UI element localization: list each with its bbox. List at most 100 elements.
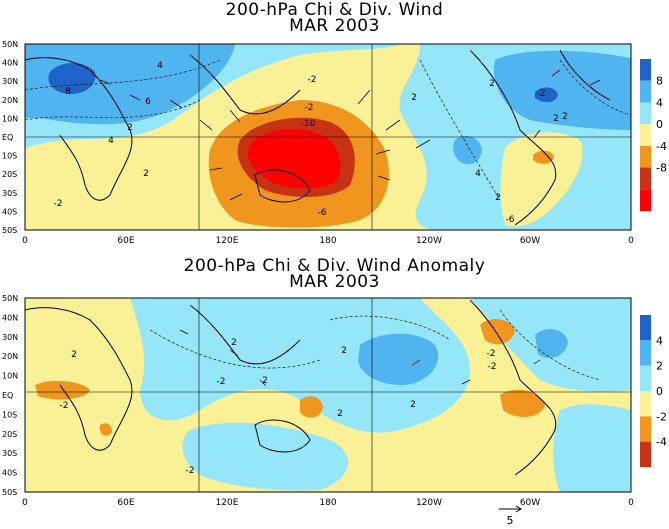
panel2-frame bbox=[24, 297, 632, 493]
panel2-negative-region-brazil bbox=[500, 389, 545, 417]
longitude-label: 0 bbox=[22, 498, 28, 508]
colorbar-label: 0 bbox=[656, 118, 663, 131]
latitude-label: 20N bbox=[2, 352, 18, 361]
longitude-label: 120W bbox=[416, 236, 442, 246]
colorbar-label: -2 bbox=[656, 410, 667, 423]
panel2-positive-max-east bbox=[535, 329, 568, 358]
latitude-label: 10S bbox=[2, 410, 17, 419]
colorbar-label: -4 bbox=[656, 436, 667, 449]
contour-label: -6 bbox=[318, 208, 327, 218]
contour-label: 4 bbox=[475, 169, 481, 179]
chart-title-1: 200-hPa Chi & Div. Wind bbox=[225, 0, 444, 20]
contour-label: -2 bbox=[60, 401, 69, 411]
latitude-label: 40N bbox=[2, 59, 18, 68]
panel1-gridlines bbox=[26, 44, 631, 230]
panel2-latitude-labels: 50N 40N 30N 20N 10N EQ 10S 20S 30S 40S 50S bbox=[2, 294, 18, 497]
latitude-label: 20N bbox=[2, 96, 18, 105]
panel2-negative-spot-sa2 bbox=[100, 423, 112, 436]
chart-title-2: 200-hPa Chi & Div. Wind Anomaly bbox=[183, 256, 486, 276]
contour-label: 2 bbox=[495, 193, 501, 203]
contour-label: 8 bbox=[65, 87, 71, 97]
colorbar-swatch bbox=[640, 441, 651, 467]
colorbar-swatch bbox=[640, 124, 651, 146]
latitude-label: 40S bbox=[2, 207, 17, 216]
panel1-latitude-labels: 50N 40N 30N 20N 10N EQ 10S 20S 30S 40S 50S bbox=[2, 40, 18, 235]
colorbar-swatch bbox=[640, 365, 651, 391]
panel2-positive-region-sa bbox=[553, 404, 631, 492]
contour-label: 2 bbox=[553, 114, 559, 124]
colorbar-swatch bbox=[640, 315, 651, 341]
latitude-label: 30S bbox=[2, 449, 17, 458]
contour-label: 6 bbox=[145, 97, 151, 107]
panel2-contour-labels: 2 2 2 -2 -2 2 -2 -2 -2 2 2 bbox=[60, 338, 497, 476]
colorbar-label: 4 bbox=[656, 96, 663, 109]
contour-label: -2 bbox=[487, 349, 496, 359]
latitude-label: 10S bbox=[2, 152, 17, 161]
panel1-coastlines bbox=[25, 49, 611, 226]
contour-label: 2 bbox=[410, 400, 416, 410]
colorbar-swatch bbox=[640, 80, 651, 103]
longitude-label: 120E bbox=[216, 236, 239, 246]
colorbar-swatch bbox=[640, 167, 651, 190]
latitude-label: 30N bbox=[2, 333, 18, 342]
latitude-label: 50S bbox=[2, 226, 17, 235]
contour-label: 2 bbox=[231, 338, 237, 348]
contour-label: -2 bbox=[537, 89, 546, 99]
contour-label: 2 bbox=[143, 169, 149, 179]
panel2-positive-max bbox=[358, 333, 439, 386]
longitude-label: 0 bbox=[628, 236, 634, 246]
longitude-label: 60E bbox=[117, 498, 134, 508]
latitude-label: 50S bbox=[2, 488, 17, 497]
panel1-wind-arrows bbox=[99, 69, 601, 201]
latitude-label: 20S bbox=[2, 430, 17, 439]
reference-vector-label: 5 bbox=[507, 514, 514, 527]
latitude-label: 40S bbox=[2, 469, 17, 478]
colorbar-swatch bbox=[640, 145, 651, 168]
contour-label: 2 bbox=[127, 123, 133, 133]
panel1-positive-max-ne bbox=[535, 87, 558, 103]
map-panel-2 bbox=[25, 298, 631, 492]
latitude-label: 10N bbox=[2, 114, 18, 123]
longitude-label: 0 bbox=[22, 236, 28, 246]
panel1-contours bbox=[25, 59, 631, 201]
latitude-label: 20S bbox=[2, 170, 17, 179]
colorbar-label: 0 bbox=[656, 385, 663, 398]
contour-label: -2 bbox=[186, 466, 195, 476]
longitude-label: 180 bbox=[319, 498, 336, 508]
contour-label: -2 bbox=[54, 199, 63, 209]
panel2-gridlines bbox=[26, 298, 631, 492]
latitude-label: EQ bbox=[2, 391, 13, 400]
contour-label: 2 bbox=[411, 93, 417, 103]
contour-label: 4 bbox=[157, 61, 163, 71]
longitude-label: 0 bbox=[628, 498, 634, 508]
reference-vector: 5 bbox=[499, 505, 522, 527]
colorbar-label: 2 bbox=[656, 360, 663, 373]
contour-label: 4 bbox=[108, 136, 114, 146]
panel2-colorbar: 4 2 0 -2 -4 bbox=[640, 315, 667, 467]
contour-label: -10 bbox=[301, 119, 316, 129]
longitude-label: 60E bbox=[117, 236, 134, 246]
panel1-longitude-labels: 0 60E 120E 180 120W 60W 0 bbox=[22, 236, 634, 246]
panel2-longitude-labels: 0 60E 120E 180 120W 60W 0 bbox=[22, 498, 634, 508]
latitude-label: 50N bbox=[2, 40, 18, 49]
colorbar-label: -8 bbox=[656, 162, 667, 175]
longitude-label: 120W bbox=[416, 498, 442, 508]
panel2-negative-region-atlantic bbox=[480, 318, 515, 345]
contour-label: -2 bbox=[488, 362, 497, 372]
reference-vector-arrowhead bbox=[515, 505, 522, 513]
contour-label: -6 bbox=[506, 215, 515, 225]
latitude-label: EQ bbox=[2, 133, 13, 142]
panel1-strong-negative-spot bbox=[533, 150, 554, 164]
latitude-label: 40N bbox=[2, 313, 18, 322]
panel1-positive-max-north bbox=[48, 63, 96, 95]
contour-label: -2 bbox=[217, 377, 226, 387]
panel1-negative-region-sa bbox=[500, 132, 583, 227]
contour-label: 2 bbox=[341, 346, 347, 356]
panel2-positive-region-south bbox=[182, 422, 349, 491]
colorbar-swatch bbox=[640, 189, 651, 211]
latitude-label: 30S bbox=[2, 189, 17, 198]
latitude-label: 30N bbox=[2, 77, 18, 86]
longitude-label: 60W bbox=[520, 236, 540, 246]
